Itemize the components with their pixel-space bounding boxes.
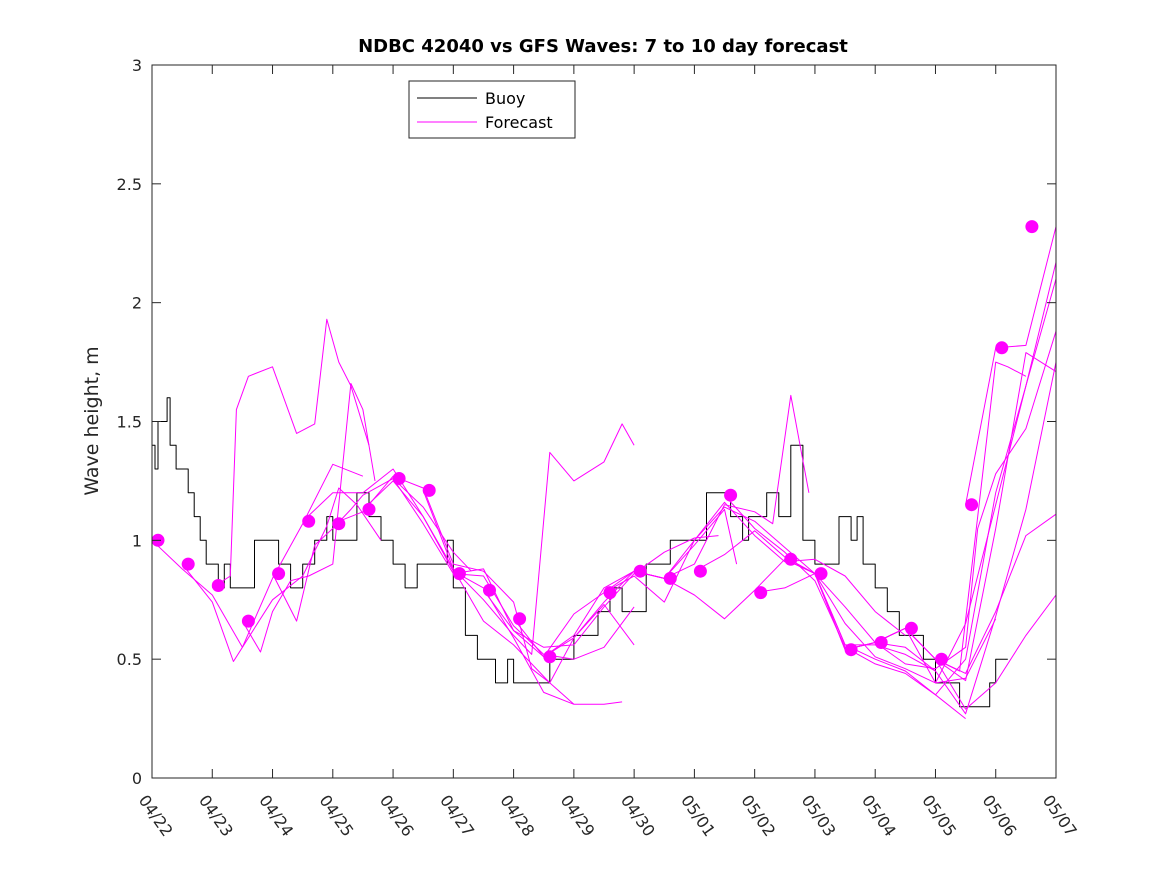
- forecast-point: [483, 583, 496, 597]
- legend: Buoy Forecast: [408, 80, 576, 139]
- series-layer: [151, 226, 1057, 719]
- forecast-point: [241, 614, 255, 628]
- forecast-line-11: [453, 535, 719, 648]
- forecast-point: [633, 564, 647, 578]
- forecast-line-12: [483, 508, 738, 658]
- forecast-point: [452, 567, 466, 581]
- y-tick-label: 1.5: [117, 413, 142, 432]
- forecast-line-25: [935, 352, 1057, 682]
- forecast-point: [663, 571, 677, 585]
- forecast-line-18: [724, 278, 1057, 696]
- forecast-point: [844, 643, 858, 657]
- forecast-line-1: [151, 463, 364, 648]
- forecast-point: [995, 341, 1009, 355]
- forecast-line-3: [212, 318, 370, 589]
- forecast-line-10: [422, 423, 635, 655]
- forecast-point: [211, 579, 225, 592]
- forecast-point: [422, 483, 436, 497]
- forecast-point: [814, 567, 828, 581]
- forecast-line-17: [694, 530, 997, 684]
- forecast-line-9: [392, 478, 635, 660]
- forecast-point: [302, 514, 316, 528]
- forecast-point: [965, 498, 979, 512]
- forecast-point: [362, 502, 376, 516]
- forecast-point: [874, 636, 888, 649]
- forecast-line-4: [241, 383, 376, 653]
- forecast-point: [272, 567, 286, 581]
- forecast-line-2: [181, 487, 382, 662]
- forecast-line-19: [754, 361, 1057, 715]
- legend-box: [408, 80, 576, 139]
- forecast-point: [332, 517, 346, 531]
- plot-background: [152, 65, 1056, 778]
- forecast-point: [603, 586, 617, 600]
- forecast-point: [724, 488, 738, 502]
- legend-label-buoy: Buoy: [485, 89, 525, 108]
- y-tick-label: 2.5: [117, 175, 142, 194]
- forecast-point: [693, 564, 707, 578]
- y-axis: 0 0.5 1 1.5 2 2.5 3: [117, 56, 1056, 788]
- forecast-point: [392, 472, 406, 485]
- y-axis-label: Wave height, m: [81, 346, 103, 495]
- forecast-point: [1025, 220, 1039, 234]
- forecast-line-26: [965, 226, 1057, 505]
- forecast-line-24: [904, 594, 1057, 710]
- y-tick-label: 0: [132, 769, 142, 788]
- forecast-point: [904, 621, 918, 635]
- forecast-point: [181, 557, 195, 571]
- y-tick-label: 0.5: [117, 650, 142, 669]
- marker-layer: [151, 220, 1039, 666]
- forecast-point: [543, 650, 557, 664]
- legend-label-forecast: Forecast: [485, 113, 553, 132]
- plot-area: 00.511.522.53 04/22 04/23 04/24 04/25 04/26 0…: [117, 56, 1081, 840]
- forecast-point: [784, 552, 798, 566]
- y-tick-label: 3: [132, 56, 142, 75]
- y-tick-label: 2: [132, 294, 142, 313]
- forecast-point: [935, 652, 948, 666]
- forecast-point: [754, 586, 768, 600]
- forecast-line-8: [362, 480, 623, 705]
- forecast-point: [513, 612, 527, 626]
- chart-title: NDBC 42040 vs GFS Waves: 7 to 10 day for…: [358, 36, 848, 57]
- y-tick-label: 1: [132, 531, 142, 550]
